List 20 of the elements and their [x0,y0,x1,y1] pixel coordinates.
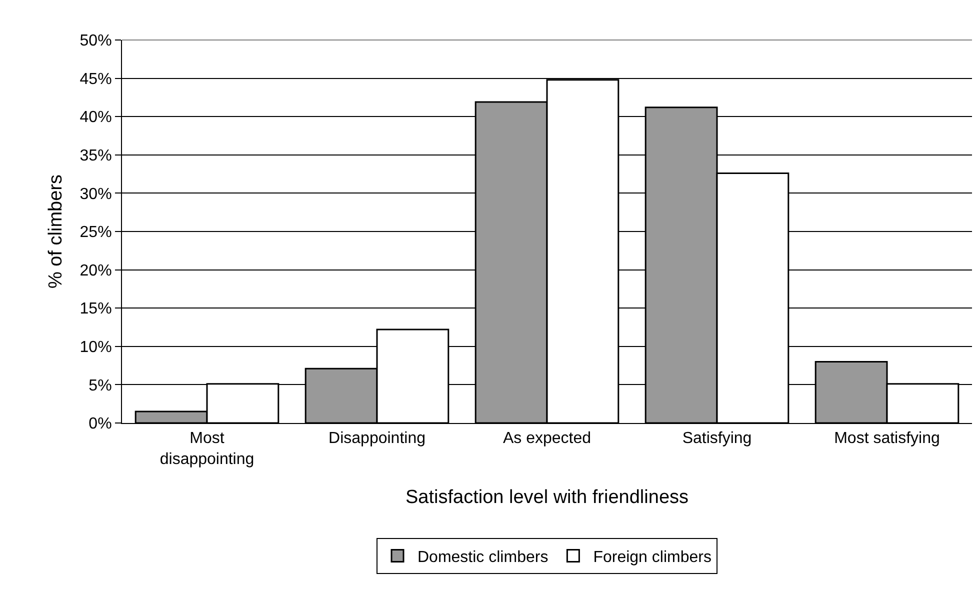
legend-label: Domestic climbers [418,549,548,566]
legend-label: Foreign climbers [593,549,712,566]
y-tick-label: 20% [80,262,112,280]
x-tick-label: Satisfying [682,430,752,448]
y-tick-label: 25% [80,224,112,242]
x-tick-label: Disappointing [328,430,426,448]
y-tick-label: 0% [88,416,112,433]
y-axis-title: % of climbers [46,174,67,289]
x-tick-label: Most satisfying [834,430,940,448]
x-tick-label: As expected [502,430,592,448]
y-tick-label: 30% [80,186,112,203]
y-tick-label: 40% [80,109,112,126]
y-tick-label: 10% [80,339,112,356]
y-tick-label: 35% [80,148,112,164]
x-tick-label: Most disappointing [160,430,254,468]
x-axis-title: Satisfaction level with friendliness [405,486,689,508]
y-tick-label: 15% [80,300,112,318]
y-tick-label: 50% [80,32,112,50]
y-tick-label: 45% [80,70,112,88]
y-tick-label: 5% [88,377,112,394]
